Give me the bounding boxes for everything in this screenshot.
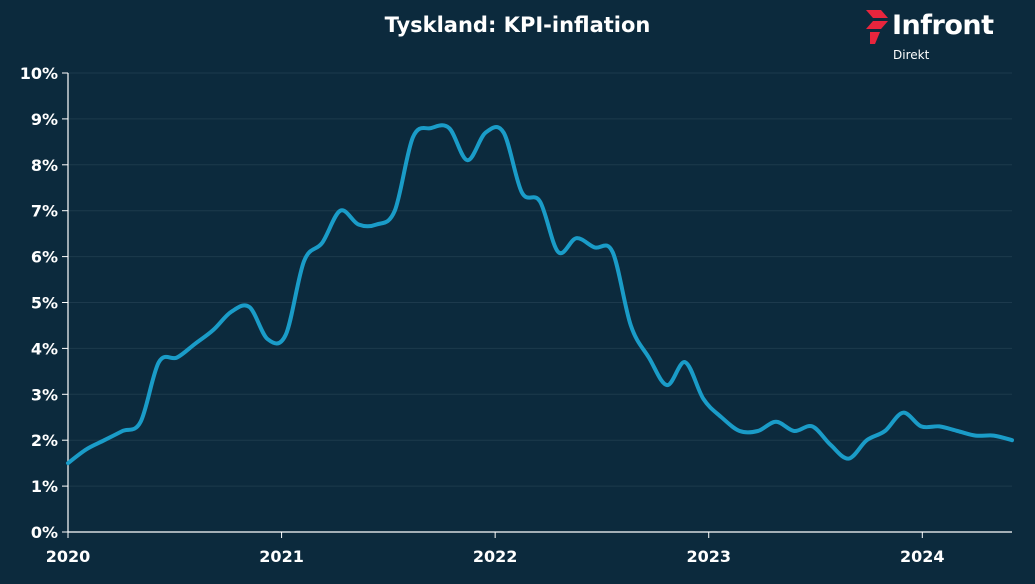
x-tick-label: 2021 — [259, 547, 304, 566]
chart-title: Tyskland: KPI-inflation — [384, 13, 651, 37]
y-tick-label: 3% — [31, 385, 58, 404]
y-tick-label: 8% — [31, 156, 58, 175]
y-tick-label: 0% — [31, 523, 58, 542]
gridlines — [68, 72, 1012, 487]
x-tick-label: 2022 — [473, 547, 518, 566]
y-tick-label: 9% — [31, 110, 58, 129]
logo-brand-text: Infront — [892, 10, 994, 41]
series-layer — [66, 123, 1014, 466]
x-tick-label: 2023 — [686, 547, 731, 566]
infront-logo: Infront Direkt — [866, 8, 1026, 68]
logo-subtitle: Direkt — [893, 48, 930, 62]
y-axis-ticks: 0% 1% 2% 3% 4% 5% 6% 7% 8% 9% 10% — [20, 64, 68, 542]
infront-logo-icon — [866, 10, 888, 44]
x-tick-label: 2024 — [900, 547, 945, 566]
y-tick-label: 6% — [31, 248, 58, 267]
x-tick-label: 2020 — [46, 547, 91, 566]
y-tick-label: 4% — [31, 339, 58, 358]
y-tick-label: 1% — [31, 477, 58, 496]
y-tick-label: 7% — [31, 202, 58, 221]
x-axis-ticks: 2020 2021 2022 2023 2024 — [46, 532, 945, 566]
y-tick-label: 2% — [31, 431, 58, 450]
y-tick-label: 5% — [31, 294, 58, 313]
series-line — [66, 123, 1014, 466]
y-tick-label: 10% — [20, 64, 58, 83]
